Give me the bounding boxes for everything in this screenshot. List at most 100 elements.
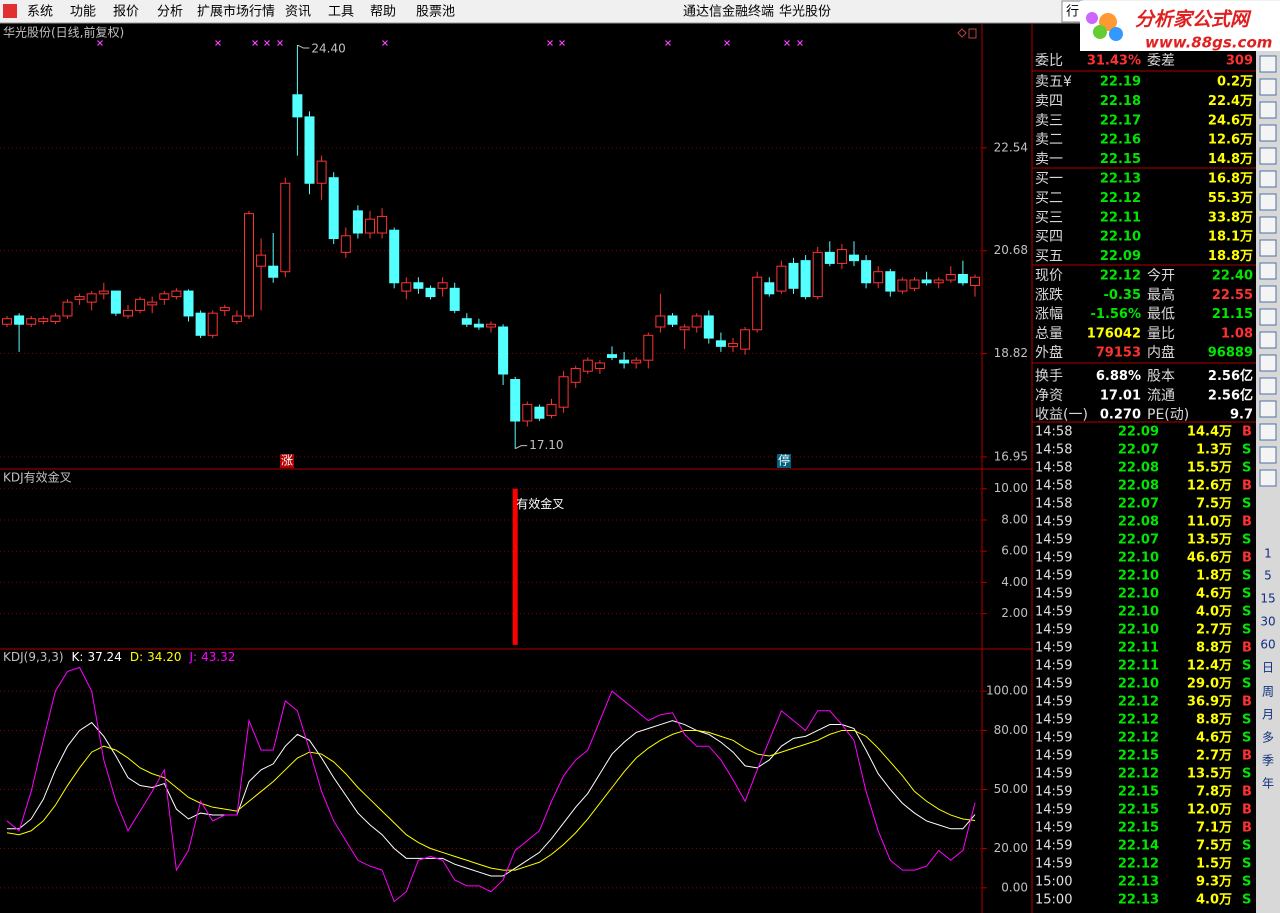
trade-price: 22.07 [1118,497,1159,512]
period-button[interactable]: 1 [1264,547,1272,561]
period-button[interactable]: 周 [1262,685,1274,699]
trade-time: 14:59 [1035,749,1072,764]
trade-side: B [1242,785,1252,800]
high-label: 24.40 [311,42,345,56]
marker [665,40,671,46]
period-button[interactable]: 季 [1262,754,1274,768]
tool-icon[interactable] [1259,124,1277,142]
tool-icon[interactable] [1259,216,1277,234]
tool-icon[interactable] [1259,354,1277,372]
candle-body [607,354,617,358]
trade-volume: 46.6万 [1187,551,1232,566]
tool-icon[interactable] [1259,193,1277,211]
tool-icon[interactable] [1259,101,1277,119]
candle-body [691,315,702,328]
y-tick-label: 8.00 [1001,512,1028,526]
menu-item[interactable]: 功能 [70,5,96,20]
trade-price: 22.10 [1118,605,1159,620]
tool-icon[interactable] [1259,285,1277,303]
marker [277,40,283,46]
trade-side: S [1242,875,1251,890]
trade-price: 22.12 [1118,857,1159,872]
low-pointer [514,445,528,450]
tool-icon[interactable] [1259,78,1277,96]
menu-item[interactable]: 资讯 [285,5,311,20]
chart-title: 华光股份(日线,前复权) [3,25,124,40]
period-button[interactable]: 日 [1262,661,1274,675]
candle-body [594,362,605,369]
candle-body [873,271,884,284]
icon[interactable] [957,28,967,38]
trade-time: 14:58 [1035,497,1072,512]
menu-item[interactable]: 报价 [113,5,139,20]
candle-body [728,343,738,347]
value: 21.15 [1212,307,1253,322]
tool-icon[interactable] [1259,308,1277,326]
tool-icon[interactable] [1259,331,1277,349]
candle-body [970,276,980,287]
period-button[interactable]: 15 [1260,592,1275,606]
tool-icon[interactable] [1259,469,1277,487]
tool-icon[interactable] [1259,170,1277,188]
y-tick-label: 6.00 [1001,544,1028,558]
tool-icon[interactable] [1259,147,1277,165]
candle-body [933,279,944,284]
trade-side: S [1242,569,1251,584]
tool-icon[interactable] [1259,423,1277,441]
period-button[interactable]: 多 [1262,731,1274,745]
menu-item[interactable]: 系统 [27,5,53,20]
signal-bg [280,454,294,468]
label: 卖三 [1035,113,1063,129]
trade-time: 14:59 [1035,551,1072,566]
candle-body [219,307,230,311]
tool-icon[interactable] [1259,446,1277,464]
trade-volume: 7.5万 [1196,497,1232,512]
candle-body [619,359,630,364]
candle-body [280,182,291,273]
trade-volume: 13.5万 [1187,533,1232,548]
candle-body [522,403,533,422]
book-price: 22.11 [1100,210,1141,225]
tool-icon[interactable] [1259,262,1277,280]
logo-url: www.88gs.com [1145,34,1272,52]
candle-body [570,367,581,383]
menu-item[interactable]: 分析 [157,5,183,20]
trade-volume: 2.7万 [1196,749,1232,764]
legend-name: D: [130,650,143,664]
tool-icon[interactable] [1259,239,1277,257]
trade-side: B [1242,551,1252,566]
period-button[interactable]: 60 [1260,638,1275,652]
tool-icon[interactable] [1259,55,1277,73]
candle-body [26,318,37,325]
period-button[interactable]: 5 [1264,569,1272,583]
trade-volume: 7.1万 [1196,821,1232,836]
menu-item[interactable]: 工具 [328,5,354,20]
menu-item[interactable]: 帮助 [370,5,396,20]
y-tick-label: 10.00 [994,481,1028,495]
tool-icon[interactable] [1259,400,1277,418]
label: 卖四 [1035,93,1063,109]
trade-price: 22.10 [1118,587,1159,602]
period-button[interactable]: 年 [1262,777,1274,791]
candle-body [159,293,170,300]
period-button[interactable]: 30 [1260,615,1275,629]
trade-volume: 8.8万 [1196,713,1232,728]
chart-title: KDJ有效金叉 [3,470,72,485]
trade-time: 14:58 [1035,461,1072,476]
icon[interactable] [968,28,977,39]
book-price: 22.17 [1100,113,1141,128]
trade-price: 22.10 [1118,569,1159,584]
menu-item[interactable]: 股票池 [416,5,455,20]
book-price: 22.13 [1100,172,1141,187]
trade-side: B [1242,641,1252,656]
trade-volume: 4.0万 [1196,893,1232,908]
trade-time: 14:59 [1035,677,1072,692]
candle-body [62,301,73,317]
marker [547,40,553,46]
tab-label[interactable]: 行 [1066,5,1079,20]
book-volume: 18.1万 [1208,230,1253,245]
book-volume: 18.8万 [1208,249,1253,264]
menu-item[interactable]: 扩展市场行情 [197,4,275,20]
period-button[interactable]: 月 [1262,708,1274,722]
tool-icon[interactable] [1259,377,1277,395]
